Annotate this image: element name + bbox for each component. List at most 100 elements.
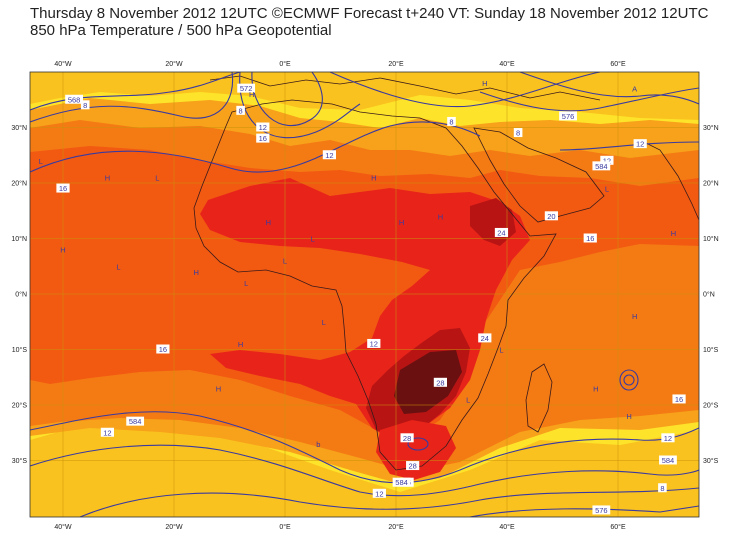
- geopotential-label-text: 576: [595, 506, 608, 515]
- temperature-label: 16: [156, 344, 170, 354]
- temperature-label: 20: [544, 211, 558, 221]
- right-lat-tick-label: 10°S: [703, 346, 719, 354]
- temperature-label-box: [256, 122, 270, 132]
- pressure-center-marker: H: [105, 173, 110, 182]
- temperature-label-text: 8: [449, 117, 453, 126]
- coastlines: [193, 75, 699, 471]
- temperature-label-box: [661, 433, 675, 443]
- madagascar-coastline: [525, 363, 553, 433]
- temperature-label-text: 8: [516, 129, 520, 138]
- temperature-label: 16: [672, 394, 686, 404]
- bottom-lon-tick-label: 40°E: [499, 523, 515, 531]
- temperature-label-text: 12: [370, 339, 378, 348]
- right-lat-tick-label: 10°N: [703, 235, 719, 243]
- temperature-label: 16: [256, 133, 270, 143]
- map-title: Thursday 8 November 2012 12UTC ©ECMWF Fo…: [30, 5, 709, 22]
- temperature-label-box: [544, 211, 558, 221]
- geopotential-label-box: [559, 111, 577, 121]
- left-lat-tick-label: 10°N: [11, 235, 27, 243]
- left-lat-tick-label: 30°S: [12, 457, 28, 465]
- geopotential-label-box: [659, 455, 677, 465]
- temperature-label-text: 8: [83, 101, 87, 110]
- pressure-center-marker: L: [605, 185, 609, 194]
- contour-line-6: [329, 72, 601, 108]
- pressure-center-marker: H: [249, 90, 254, 99]
- geopotential-labels: 568 572 576 584 584 584 576 584: [65, 83, 677, 515]
- pressure-center-marker: H: [632, 312, 637, 321]
- right-lat-tick-label: 30°S: [703, 457, 719, 465]
- contour-line-2: [30, 72, 234, 123]
- temperature-label: 28: [433, 377, 447, 387]
- temperature-label-box: [367, 338, 381, 348]
- temperature-label: 28: [406, 461, 420, 471]
- temperature-label-box: [447, 116, 456, 126]
- geopotential-label: 576: [559, 111, 577, 121]
- temperature-label: 24: [494, 227, 509, 237]
- temperature-label: 8: [447, 116, 456, 126]
- temperature-label: 12: [322, 150, 336, 160]
- temperature-label-box: [372, 488, 386, 498]
- geopotential-label: 572: [237, 83, 256, 93]
- contour-line-7: [479, 87, 699, 112]
- temperature-field: [30, 72, 699, 517]
- temperature-label: 12: [367, 338, 381, 348]
- contour-cell-indian-ocean-inner: [623, 374, 635, 386]
- temperature-label-text: 28: [403, 434, 411, 443]
- contour-line-9: [559, 141, 699, 151]
- pressure-center-marker: H: [626, 412, 631, 421]
- right-lat-tick-label: 30°N: [703, 124, 719, 132]
- pressure-center-marker: L: [22, 207, 26, 216]
- temperature-label-text: 8: [239, 106, 243, 115]
- temperature-label-box: [56, 183, 70, 193]
- pressure-center-marker: H: [371, 173, 376, 182]
- pressure-center-marker: H: [266, 218, 271, 227]
- temperature-label-text: 16: [59, 184, 67, 193]
- temperature-label: 12: [100, 427, 114, 437]
- geopotential-label-box: [65, 94, 83, 104]
- bottom-lon-tick-label: 20°W: [165, 523, 183, 531]
- temperature-label-text: 28: [408, 462, 416, 471]
- pressure-center-marker: L: [283, 257, 287, 266]
- temperature-label: 16: [583, 233, 597, 243]
- left-lat-tick-label: 10°S: [12, 346, 28, 354]
- top-lon-tick-label: 40°E: [499, 60, 515, 68]
- geopotential-label-text: 584: [662, 456, 675, 465]
- temperature-label-box: [100, 427, 114, 437]
- temperature-label-text: 24: [497, 228, 505, 237]
- left-lat-tick-label: 20°S: [12, 402, 28, 410]
- contour-cell-indian-ocean: [619, 369, 639, 391]
- temperature-label: 12: [600, 155, 614, 165]
- temperature-label-text: 12: [103, 428, 111, 437]
- geopotential-label: 584: [592, 161, 611, 171]
- axis-labels: 40°W 40°W 20°W 20°W 0°E 0°E 20°E 20°E 40°E 40°E 60…: [11, 60, 718, 531]
- temperature-label: 28: [400, 433, 414, 443]
- geopotential-label: 584: [126, 416, 145, 426]
- geopotential-label-text: 584: [395, 478, 408, 487]
- temperature-label-box: [600, 155, 614, 165]
- band-gold: [30, 72, 699, 120]
- temperature-label-text: 12: [664, 434, 672, 443]
- pressure-center-marker: H: [593, 384, 598, 393]
- bottom-lon-tick-label: 0°E: [279, 523, 291, 531]
- graticule: [30, 72, 699, 517]
- pressure-center-marker: L: [244, 279, 248, 288]
- pressure-center-marker: L: [311, 235, 315, 244]
- temperature-label-box: [256, 133, 270, 143]
- contour-line-3: [251, 72, 323, 127]
- pressure-center-marker: H: [60, 246, 65, 255]
- geopotential-label-box: [126, 416, 145, 426]
- temperature-label: 24: [478, 333, 492, 343]
- bottom-lon-tick-label: 40°W: [54, 523, 72, 531]
- pressure-center-marker: L: [466, 395, 470, 404]
- arabia-coastline: [473, 127, 605, 223]
- temperature-label: 8: [513, 128, 523, 138]
- pressure-center-marker: H: [438, 212, 443, 221]
- bottom-lon-tick-label: 20°E: [388, 523, 404, 531]
- temperature-label: 8: [658, 483, 667, 493]
- pressure-center-marker: H: [399, 218, 404, 227]
- left-lat-tick-label: 30°N: [11, 124, 27, 132]
- contour-line-10: [30, 411, 699, 484]
- europe-coastline: [209, 75, 601, 101]
